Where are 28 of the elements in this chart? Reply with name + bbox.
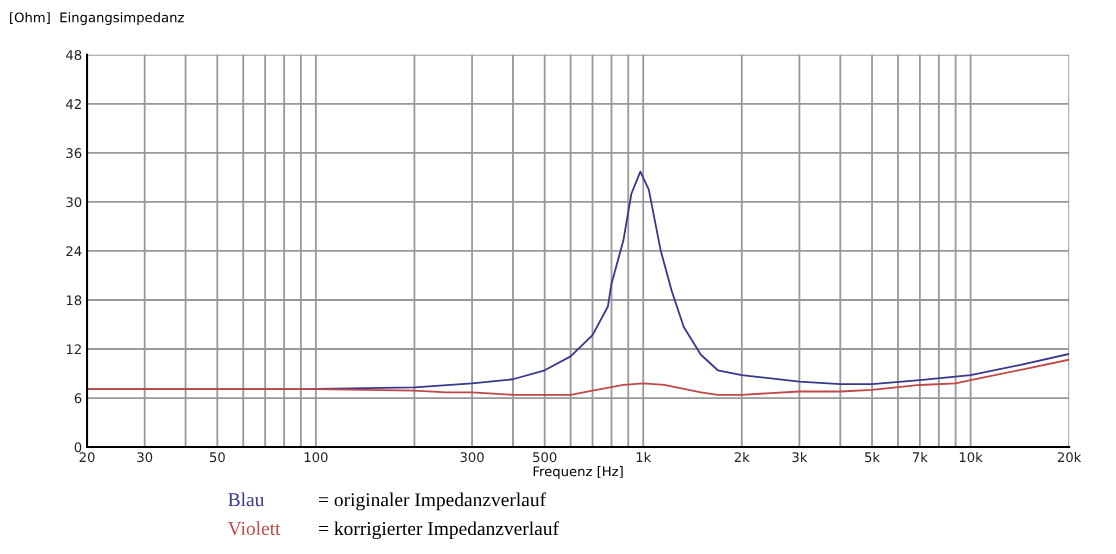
x-tick-label: 20k bbox=[1057, 451, 1082, 463]
text: Blau bbox=[228, 492, 265, 507]
y-tick-label: 0 bbox=[74, 442, 82, 453]
x-tick-label: 7k bbox=[912, 451, 928, 462]
x-tick-label: 500 bbox=[533, 452, 557, 463]
x-tick-label: 2k bbox=[734, 451, 750, 462]
x-tick-label: 3k bbox=[792, 451, 808, 463]
y-tick-label: 36 bbox=[66, 148, 82, 159]
text: = originaler Impedanzverlauf bbox=[319, 492, 547, 511]
x-tick-label: 5k bbox=[865, 451, 881, 463]
x-tick-label: 300 bbox=[460, 452, 484, 463]
x-tick-label: 1k bbox=[636, 451, 652, 462]
y-tick-label: 12 bbox=[66, 344, 81, 355]
y-tick-label: 48 bbox=[66, 50, 82, 61]
y-tick-label: 6 bbox=[74, 393, 82, 404]
y-tick-label: 30 bbox=[66, 197, 82, 208]
x-tick-label: 30 bbox=[137, 452, 153, 463]
y-axis-title: [Ohm] Eingangsimpedanz bbox=[10, 12, 184, 25]
x-tick-label: 10k bbox=[959, 451, 983, 463]
text: Violett bbox=[227, 521, 281, 536]
y-tick-label: 24 bbox=[66, 246, 82, 256]
x-axis-title: Frequenz [Hz] bbox=[533, 466, 623, 479]
x-tick-label: 50 bbox=[209, 452, 225, 463]
x-tick-label: 20 bbox=[79, 452, 95, 463]
y-tick-label: 18 bbox=[66, 295, 82, 306]
y-tick-label: 42 bbox=[66, 99, 81, 109]
x-tick-label: 100 bbox=[304, 452, 328, 463]
text: = korrigierter Impedanzverlauf bbox=[319, 521, 559, 540]
